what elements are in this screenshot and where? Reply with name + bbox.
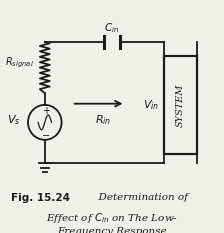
Text: $R_{in}$: $R_{in}$ bbox=[95, 113, 111, 127]
Text: $V_s$: $V_s$ bbox=[7, 113, 20, 127]
Text: $C_{in}$: $C_{in}$ bbox=[104, 21, 120, 35]
Text: Fig. 15.24: Fig. 15.24 bbox=[11, 193, 70, 203]
Text: +: + bbox=[42, 106, 50, 116]
Text: Effect of $C_{in}$ on The Low-: Effect of $C_{in}$ on The Low- bbox=[46, 211, 178, 225]
Text: $V_{in}$: $V_{in}$ bbox=[143, 98, 159, 112]
Text: $-$: $-$ bbox=[41, 129, 50, 139]
Text: $R_{signal}$: $R_{signal}$ bbox=[5, 56, 34, 70]
Text: Frequency Response: Frequency Response bbox=[57, 227, 167, 233]
Text: SYSTEM: SYSTEM bbox=[176, 83, 185, 127]
Text: Determination of: Determination of bbox=[92, 193, 188, 202]
Bar bbox=[164, 56, 197, 154]
